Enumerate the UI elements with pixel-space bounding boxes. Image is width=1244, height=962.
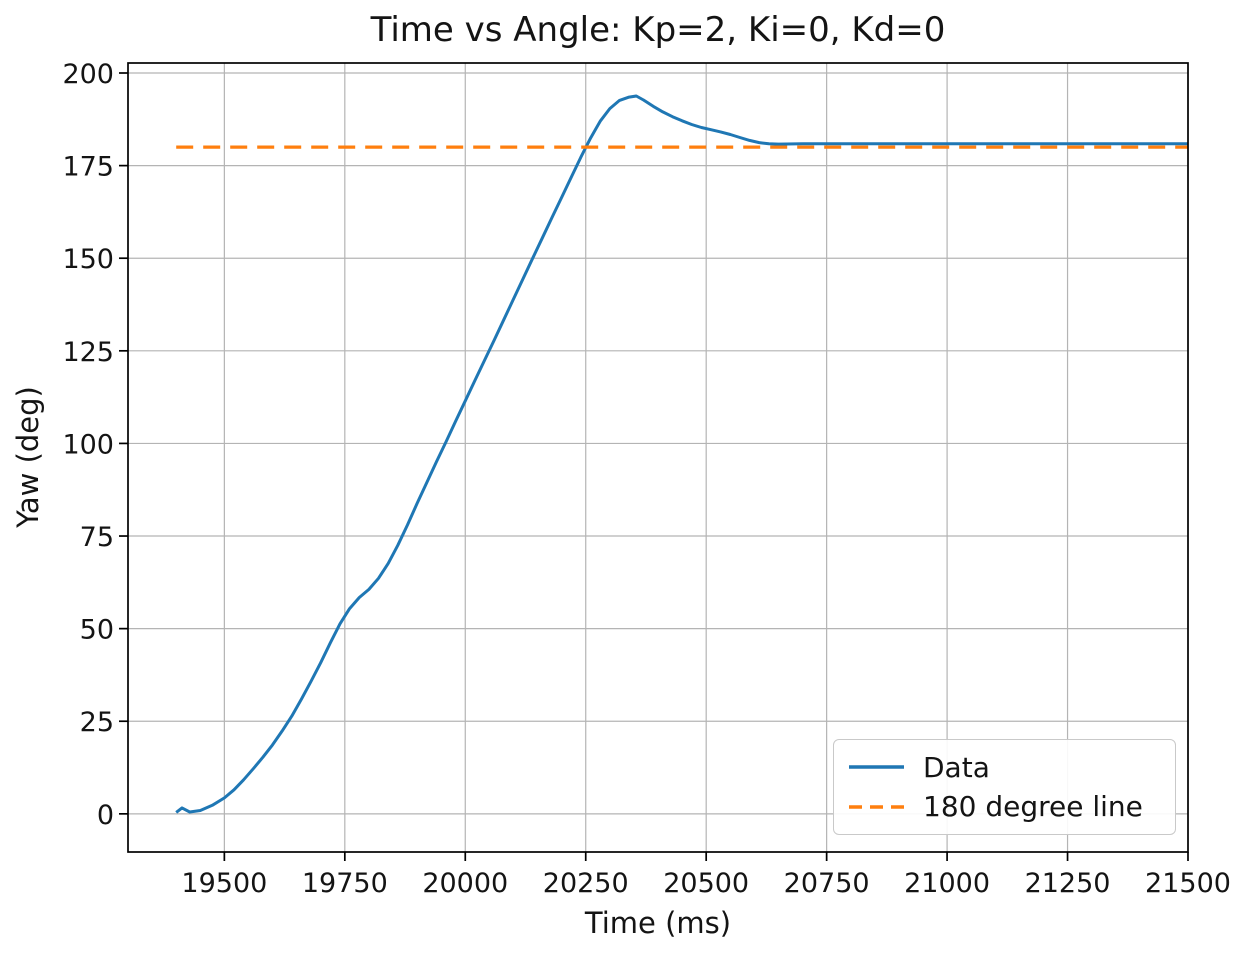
series-line-data bbox=[175, 94, 1188, 814]
y-axis-ticks: 0 25 50 75 100 125 150 175 200 bbox=[62, 59, 128, 831]
grid-lines bbox=[128, 63, 1189, 852]
x-tick-label: 19750 bbox=[302, 868, 388, 899]
x-tick-label: 21250 bbox=[1025, 868, 1111, 899]
y-tick-label: 25 bbox=[80, 707, 114, 738]
y-tick-label: 200 bbox=[62, 59, 114, 90]
x-axis-label: Time (ms) bbox=[584, 906, 732, 940]
legend-item-180-degree-line: 180 degree line bbox=[848, 790, 1161, 823]
x-tick-label: 21000 bbox=[904, 868, 990, 899]
x-tick-label: 20500 bbox=[663, 868, 749, 899]
series-lines bbox=[175, 94, 1188, 814]
y-tick-label: 0 bbox=[97, 800, 114, 831]
y-tick-label: 175 bbox=[62, 152, 114, 183]
axes-spines bbox=[127, 62, 1189, 853]
x-tick-label: 20000 bbox=[422, 868, 508, 899]
y-tick-label: 150 bbox=[62, 244, 114, 275]
legend-label-180-degree-line: 180 degree line bbox=[923, 790, 1143, 824]
legend-180-line-swatch bbox=[849, 805, 904, 809]
x-tick-label: 20750 bbox=[784, 868, 870, 899]
x-tick-label: 21500 bbox=[1145, 868, 1231, 899]
chart-title: Time vs Angle: Kp=2, Ki=0, Kd=0 bbox=[370, 10, 946, 50]
legend-label-data: Data bbox=[923, 750, 990, 784]
y-tick-label: 50 bbox=[80, 615, 114, 646]
x-axis-ticks: 19500 19750 20000 20250 20500 20750 21000 21250… bbox=[181, 852, 1231, 899]
y-tick-label: 100 bbox=[62, 429, 114, 460]
y-tick-label: 125 bbox=[62, 337, 114, 368]
legend-data-line-swatch bbox=[849, 765, 904, 769]
y-axis-label: Yaw (deg) bbox=[11, 386, 45, 528]
x-tick-label: 20250 bbox=[543, 868, 629, 899]
legend-item-data: Data bbox=[848, 751, 1161, 784]
x-tick-label: 19500 bbox=[181, 868, 267, 899]
legend: Data 180 degree line bbox=[833, 739, 1176, 835]
y-tick-label: 75 bbox=[80, 522, 114, 553]
